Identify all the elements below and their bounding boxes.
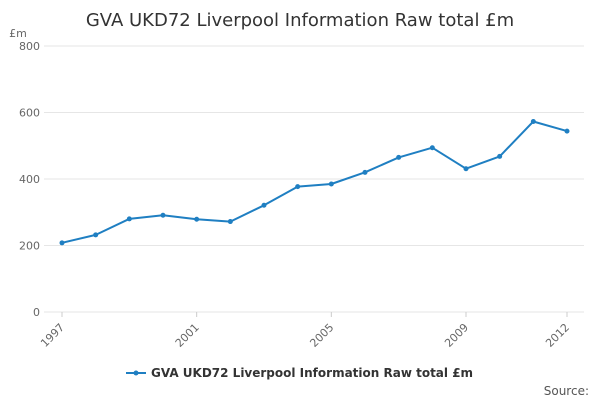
data-point-2001[interactable] xyxy=(194,216,200,222)
chart-title: GVA UKD72 Liverpool Information Raw tota… xyxy=(86,10,514,31)
data-point-2004[interactable] xyxy=(295,184,301,190)
y-tick-label: 400 xyxy=(19,173,40,186)
data-point-1997[interactable] xyxy=(59,240,65,246)
y-tick-labels: 0 200 400 600 800 xyxy=(19,40,40,319)
x-tick-label: 2005 xyxy=(307,321,336,350)
data-point-2005[interactable] xyxy=(328,181,334,187)
x-tick-label: 2012 xyxy=(543,321,572,350)
legend-label: GVA UKD72 Liverpool Information Raw tota… xyxy=(151,366,473,380)
data-point-2010[interactable] xyxy=(497,153,503,159)
data-point-2006[interactable] xyxy=(362,169,368,175)
x-tick-label: 2009 xyxy=(442,321,471,350)
y-tick-label: 0 xyxy=(33,306,40,319)
y-axis-label: £m xyxy=(9,27,27,40)
data-point-2008[interactable] xyxy=(429,145,435,151)
y-tick-label: 200 xyxy=(19,240,40,253)
x-tick-label: 1997 xyxy=(38,321,67,350)
y-tick-label: 600 xyxy=(19,107,40,120)
data-point-2000[interactable] xyxy=(160,212,166,218)
grid-layer xyxy=(44,45,584,313)
y-tick-label: 800 xyxy=(19,40,40,53)
data-point-2012[interactable] xyxy=(564,128,570,134)
x-tick-label: 2001 xyxy=(173,321,202,350)
legend-dot-marker xyxy=(133,370,139,376)
data-point-2003[interactable] xyxy=(261,202,267,208)
source-label: Source: xyxy=(544,384,589,398)
data-point-2007[interactable] xyxy=(396,154,402,160)
data-point-2011[interactable] xyxy=(530,118,536,124)
data-point-1998[interactable] xyxy=(93,232,99,238)
data-point-1999[interactable] xyxy=(126,216,132,222)
legend[interactable]: GVA UKD72 Liverpool Information Raw tota… xyxy=(126,366,473,380)
series-layer xyxy=(59,118,570,246)
data-point-2009[interactable] xyxy=(463,166,469,172)
data-point-2002[interactable] xyxy=(227,219,233,225)
x-tick-labels: 1997 2001 2005 2009 2012 xyxy=(38,312,572,350)
series-line xyxy=(61,120,568,244)
